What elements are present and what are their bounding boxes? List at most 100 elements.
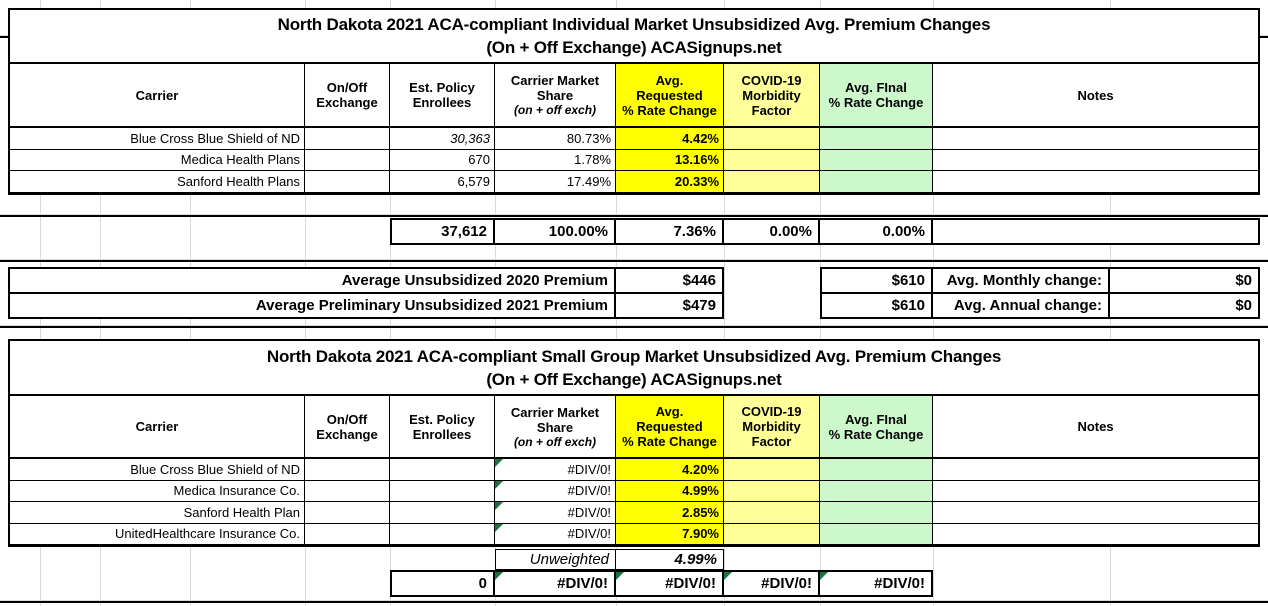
header-enrollees[interactable]: Est. Policy Enrollees — [390, 396, 495, 459]
covid-cell[interactable] — [724, 523, 820, 545]
covid-cell[interactable] — [724, 128, 820, 150]
total-covid-cell[interactable]: #DIV/0! — [724, 570, 820, 597]
share-cell[interactable]: #DIV/0! — [495, 502, 616, 524]
final-cell[interactable] — [820, 459, 933, 481]
header-carrier[interactable]: Carrier — [10, 396, 305, 459]
share-cell[interactable]: #DIV/0! — [495, 459, 616, 481]
notes-cell[interactable] — [933, 524, 1258, 545]
share-cell[interactable]: 1.78% — [495, 149, 616, 172]
premium-2021-final-row: $610 Avg. Annual change: $0 — [820, 292, 1260, 319]
header-requested-change[interactable]: Avg. Requested % Rate Change — [616, 64, 724, 128]
carrier-cell[interactable]: Blue Cross Blue Shield of ND — [10, 128, 305, 150]
notes-cell[interactable] — [933, 171, 1258, 193]
covid-cell[interactable] — [724, 459, 820, 481]
covid-cell[interactable] — [724, 480, 820, 502]
covid-cell[interactable] — [724, 149, 820, 172]
header-exchange[interactable]: On/Off Exchange — [305, 64, 390, 128]
covid-cell[interactable] — [724, 502, 820, 524]
exchange-cell[interactable] — [305, 171, 390, 193]
premium-2020-final-value[interactable]: $610 — [820, 267, 933, 294]
exchange-cell[interactable] — [305, 502, 390, 524]
share-cell[interactable]: #DIV/0! — [495, 480, 616, 502]
small-group-market-table: North Dakota 2021 ACA-compliant Small Gr… — [8, 339, 1260, 547]
exchange-cell[interactable] — [305, 480, 390, 502]
total-enrollees-cell[interactable]: 37,612 — [390, 218, 495, 245]
total-requested-cell[interactable]: #DIV/0! — [616, 570, 724, 597]
final-cell[interactable] — [820, 171, 933, 193]
total-share-cell[interactable]: #DIV/0! — [495, 570, 616, 597]
share-cell[interactable]: 80.73% — [495, 128, 616, 150]
annual-change-label[interactable]: Avg. Annual change: — [933, 292, 1110, 319]
unweighted-label[interactable]: Unweighted — [495, 549, 616, 570]
individual-table-title[interactable]: North Dakota 2021 ACA-compliant Individu… — [10, 10, 1258, 64]
enrollees-cell[interactable]: 30,363 — [390, 128, 495, 150]
share-cell[interactable]: #DIV/0! — [495, 523, 616, 545]
requested-cell[interactable]: 13.16% — [616, 149, 724, 172]
header-notes[interactable]: Notes — [933, 396, 1258, 459]
covid-cell[interactable] — [724, 171, 820, 193]
final-cell[interactable] — [820, 480, 933, 502]
notes-cell[interactable] — [933, 459, 1258, 481]
enrollees-cell[interactable]: 6,579 — [390, 171, 495, 193]
monthly-change-value[interactable]: $0 — [1110, 267, 1260, 294]
exchange-cell[interactable] — [305, 149, 390, 172]
market-share-subnote: (on + off exch) — [513, 434, 597, 449]
final-cell[interactable] — [820, 128, 933, 150]
notes-cell[interactable] — [933, 481, 1258, 502]
carrier-cell[interactable]: Medica Health Plans — [10, 149, 305, 172]
header-market-share[interactable]: Carrier Market Share (on + off exch) — [495, 396, 616, 459]
share-cell[interactable]: 17.49% — [495, 171, 616, 193]
final-cell[interactable] — [820, 523, 933, 545]
unweighted-value[interactable]: 4.99% — [616, 549, 724, 570]
header-covid-factor[interactable]: COVID-19 Morbidity Factor — [724, 64, 820, 128]
annual-change-value[interactable]: $0 — [1110, 292, 1260, 319]
total-enrollees-cell[interactable]: 0 — [390, 570, 495, 597]
total-covid-cell[interactable]: 0.00% — [724, 218, 820, 245]
total-final-cell[interactable]: 0.00% — [820, 218, 933, 245]
total-share-cell[interactable]: 100.00% — [495, 218, 616, 245]
carrier-cell[interactable]: Sanford Health Plans — [10, 171, 305, 193]
enrollees-cell[interactable] — [390, 480, 495, 502]
notes-cell[interactable] — [933, 128, 1258, 150]
exchange-cell[interactable] — [305, 459, 390, 481]
carrier-cell[interactable]: Sanford Health Plan — [10, 502, 305, 524]
total-requested-cell[interactable]: 7.36% — [616, 218, 724, 245]
notes-cell[interactable] — [933, 150, 1258, 172]
exchange-cell[interactable] — [305, 128, 390, 150]
final-cell[interactable] — [820, 502, 933, 524]
final-cell[interactable] — [820, 149, 933, 172]
requested-cell[interactable]: 4.99% — [616, 480, 724, 502]
notes-cell[interactable] — [933, 502, 1258, 524]
header-notes[interactable]: Notes — [933, 64, 1258, 128]
header-market-share[interactable]: Carrier Market Share (on + off exch) — [495, 64, 616, 128]
requested-cell[interactable]: 4.42% — [616, 128, 724, 150]
enrollees-cell[interactable] — [390, 459, 495, 481]
requested-cell[interactable]: 4.20% — [616, 459, 724, 481]
premium-2020-label[interactable]: Average Unsubsidized 2020 Premium — [8, 267, 616, 294]
requested-cell[interactable]: 2.85% — [616, 502, 724, 524]
carrier-cell[interactable]: UnitedHealthcare Insurance Co. — [10, 523, 305, 545]
header-exchange[interactable]: On/Off Exchange — [305, 396, 390, 459]
header-carrier[interactable]: Carrier — [10, 64, 305, 128]
total-final-cell[interactable]: #DIV/0! — [820, 570, 933, 597]
carrier-cell[interactable]: Blue Cross Blue Shield of ND — [10, 459, 305, 481]
header-final-change[interactable]: Avg. FInal % Rate Change — [820, 64, 933, 128]
premium-2021-final-value[interactable]: $610 — [820, 292, 933, 319]
small-group-table-title[interactable]: North Dakota 2021 ACA-compliant Small Gr… — [10, 341, 1258, 396]
enrollees-cell[interactable] — [390, 502, 495, 524]
premium-2021-label[interactable]: Average Preliminary Unsubsidized 2021 Pr… — [8, 292, 616, 319]
premium-2020-value[interactable]: $446 — [616, 267, 724, 294]
exchange-cell[interactable] — [305, 523, 390, 545]
header-final-change[interactable]: Avg. FInal % Rate Change — [820, 396, 933, 459]
total-notes-cell[interactable] — [933, 218, 1260, 245]
requested-cell[interactable]: 20.33% — [616, 171, 724, 193]
enrollees-cell[interactable] — [390, 523, 495, 545]
carrier-cell[interactable]: Medica Insurance Co. — [10, 480, 305, 502]
enrollees-cell[interactable]: 670 — [390, 149, 495, 172]
premium-2021-value[interactable]: $479 — [616, 292, 724, 319]
requested-cell[interactable]: 7.90% — [616, 523, 724, 545]
header-enrollees[interactable]: Est. Policy Enrollees — [390, 64, 495, 128]
monthly-change-label[interactable]: Avg. Monthly change: — [933, 267, 1110, 294]
header-requested-change[interactable]: Avg. Requested % Rate Change — [616, 396, 724, 459]
header-covid-factor[interactable]: COVID-19 Morbidity Factor — [724, 396, 820, 459]
